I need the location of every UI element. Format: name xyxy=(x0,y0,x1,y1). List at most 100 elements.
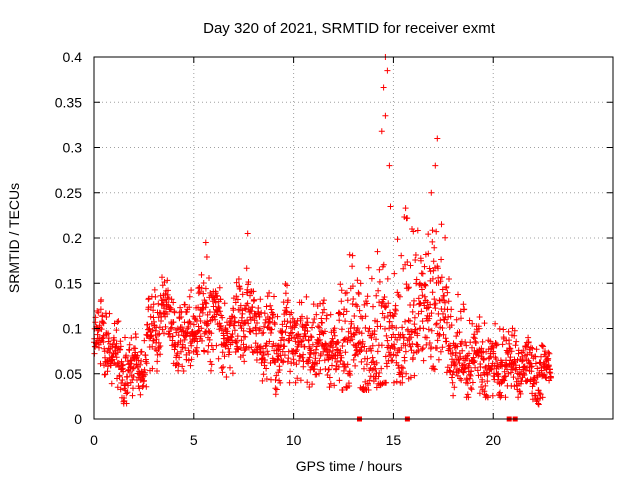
data-point xyxy=(429,275,436,282)
data-point xyxy=(174,350,181,357)
data-point xyxy=(502,394,509,401)
data-point xyxy=(418,257,424,264)
data-point xyxy=(113,327,120,334)
data-point xyxy=(199,337,205,344)
data-point xyxy=(417,300,424,307)
data-point xyxy=(351,313,358,319)
data-point xyxy=(331,329,337,336)
data-point xyxy=(361,365,367,372)
data-point xyxy=(333,363,340,369)
data-point xyxy=(476,390,483,397)
data-point xyxy=(234,338,240,344)
data-point xyxy=(538,353,544,360)
data-point xyxy=(545,349,552,356)
data-point xyxy=(366,377,373,384)
data-point xyxy=(226,349,233,356)
data-point xyxy=(161,330,167,337)
data-point xyxy=(508,348,515,355)
data-point xyxy=(343,308,350,315)
data-point xyxy=(533,379,540,386)
data-point xyxy=(257,296,264,303)
data-point xyxy=(313,311,320,318)
data-point xyxy=(214,292,221,299)
data-point xyxy=(439,286,446,293)
data-point xyxy=(246,325,253,332)
data-point xyxy=(471,358,478,365)
data-point xyxy=(338,354,345,361)
data-point xyxy=(117,386,124,393)
x-tick-label: 0 xyxy=(90,432,98,448)
data-point xyxy=(410,349,417,356)
data-point xyxy=(408,334,415,341)
data-point xyxy=(238,337,245,344)
data-point xyxy=(123,390,130,397)
data-point xyxy=(208,367,214,374)
data-point xyxy=(162,323,169,330)
data-point xyxy=(493,356,499,362)
data-point xyxy=(464,391,471,398)
data-point xyxy=(171,346,178,353)
data-point xyxy=(300,351,307,358)
data-point xyxy=(116,372,123,379)
data-point xyxy=(467,385,474,391)
data-point xyxy=(420,345,426,352)
data-point xyxy=(466,350,472,357)
data-point xyxy=(412,326,419,333)
data-point xyxy=(165,287,171,294)
data-point xyxy=(432,300,439,307)
data-point xyxy=(99,312,106,319)
data-point xyxy=(420,357,427,364)
data-point xyxy=(271,293,277,300)
data-point xyxy=(533,346,540,353)
data-point xyxy=(321,357,328,364)
data-point xyxy=(405,285,412,292)
data-point xyxy=(487,353,494,360)
data-point xyxy=(438,256,445,263)
data-point xyxy=(317,366,324,373)
data-point xyxy=(399,373,406,380)
data-point xyxy=(221,300,228,307)
data-point xyxy=(501,377,508,384)
data-point xyxy=(519,357,526,364)
y-axis-ticks: 0 0.05 0.1 0.15 0.2 0.25 0.3 0.35 0.4 xyxy=(55,49,613,427)
data-point xyxy=(485,362,492,369)
data-point xyxy=(117,338,124,345)
data-point xyxy=(220,364,227,370)
data-point xyxy=(407,318,413,324)
data-point xyxy=(128,334,135,341)
data-point xyxy=(208,361,215,368)
data-point xyxy=(486,354,493,361)
data-point xyxy=(524,377,531,384)
data-point xyxy=(185,347,192,354)
data-point xyxy=(419,286,425,293)
data-point xyxy=(399,324,406,331)
data-point xyxy=(515,375,521,382)
data-point xyxy=(134,352,141,359)
data-point xyxy=(247,292,253,299)
data-point xyxy=(453,333,460,340)
data-point xyxy=(202,285,209,292)
data-point xyxy=(156,344,163,351)
data-point xyxy=(450,392,457,399)
data-point xyxy=(299,337,306,344)
data-point xyxy=(421,293,428,300)
data-point xyxy=(355,340,362,347)
data-point xyxy=(304,319,311,326)
data-point xyxy=(113,354,120,361)
data-point xyxy=(431,244,438,251)
data-point xyxy=(104,363,111,370)
data-point xyxy=(407,262,414,269)
data-point xyxy=(409,340,416,347)
data-point xyxy=(321,297,327,304)
data-point xyxy=(539,342,546,349)
data-point xyxy=(137,391,144,398)
x-tick-label: 5 xyxy=(190,432,198,448)
data-point xyxy=(376,266,383,273)
data-point xyxy=(391,379,397,386)
data-point xyxy=(419,346,426,353)
data-point xyxy=(267,302,274,309)
data-point xyxy=(326,384,333,391)
data-point xyxy=(411,372,418,379)
data-point xyxy=(196,313,203,320)
data-point xyxy=(308,334,315,341)
